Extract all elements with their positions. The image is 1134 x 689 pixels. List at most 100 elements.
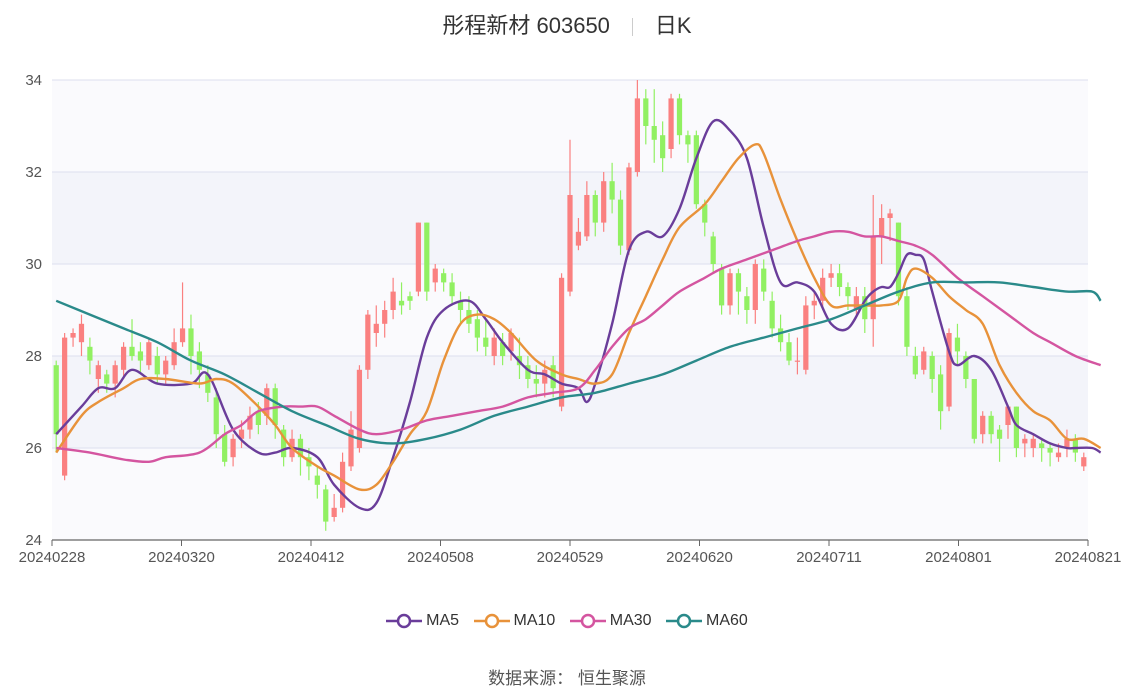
legend-label-ma5: MA5 [426, 612, 460, 629]
y-tick-label: 34 [25, 72, 42, 89]
candle-body [398, 300, 405, 306]
candle-body [491, 337, 497, 356]
candle-body [247, 415, 253, 430]
candle-body [222, 434, 228, 462]
legend-marker-ma10 [473, 613, 510, 629]
legend-marker-ma5 [386, 613, 423, 629]
candle-body [980, 415, 986, 435]
x-tick-label: 20240320 [148, 549, 215, 566]
candle-body [853, 296, 859, 310]
candle-body [382, 310, 388, 324]
candle-body [558, 277, 565, 407]
candle-body [946, 333, 952, 407]
x-tick-label: 20240801 [925, 549, 992, 566]
candle-body [348, 429, 354, 467]
y-tick-label: 28 [25, 348, 42, 365]
candle-body [1022, 438, 1028, 444]
candle-body [971, 379, 977, 439]
candle-body [845, 287, 851, 297]
candle-body [1013, 406, 1020, 448]
candle-body [567, 195, 573, 292]
candle-body [264, 388, 270, 416]
candle-body [213, 397, 219, 435]
line-ma5 [55, 118, 1102, 512]
candle-body [331, 507, 337, 517]
candle-body [828, 273, 834, 278]
candle-body [1047, 448, 1053, 453]
legend-item-ma5[interactable]: MA5 [386, 612, 459, 630]
candle-body [120, 346, 127, 370]
candle-body [1039, 443, 1045, 448]
candle-body [508, 333, 514, 352]
candle-body [432, 268, 438, 283]
candle-body [735, 273, 742, 292]
candle-body [912, 356, 918, 375]
candle-body [887, 213, 893, 218]
candle-body [365, 314, 371, 370]
legend-label-ma60: MA60 [706, 612, 748, 629]
y-tick-label: 32 [25, 164, 42, 181]
candle-body [255, 411, 261, 425]
candle-body [752, 264, 758, 310]
candle-body [78, 323, 85, 343]
x-tick-label: 20240508 [407, 549, 474, 566]
candle-body [449, 282, 455, 297]
candle-body [1030, 438, 1036, 448]
candle-body [836, 273, 843, 287]
candle-body [794, 360, 801, 362]
candle-body [921, 351, 927, 370]
legend-label-ma30: MA30 [609, 612, 652, 629]
candle-body [937, 374, 944, 412]
candle-body [457, 300, 464, 310]
candle-body [407, 296, 413, 301]
candle-body [660, 135, 666, 159]
candle-body [441, 273, 447, 283]
candle-body [238, 429, 245, 439]
candle-body [895, 222, 902, 297]
candle-body [904, 296, 910, 347]
candle-body [533, 379, 539, 384]
candle-body [53, 365, 59, 435]
candle-body [550, 365, 556, 389]
candle-body [129, 346, 135, 356]
candle-body [592, 195, 598, 223]
candle-body [584, 195, 590, 237]
candle-body [314, 475, 320, 485]
data-source: 数据来源： 恒生聚源 [488, 669, 646, 688]
candle-body [668, 98, 674, 149]
candle-body [323, 489, 329, 522]
candle-body [954, 337, 961, 352]
candle-body [634, 98, 640, 172]
candle-body [1081, 457, 1087, 467]
legend-item-ma60[interactable]: MA60 [666, 612, 748, 630]
x-tick-label: 20240529 [537, 549, 604, 566]
candle-body [693, 135, 699, 205]
legend-item-ma30[interactable]: MA30 [569, 612, 652, 630]
line-ma30 [56, 230, 1102, 464]
candle-body [188, 328, 194, 356]
candle-body [820, 277, 826, 301]
x-tick-label: 20240412 [278, 549, 345, 566]
candle-body [643, 98, 649, 126]
title-divider [631, 18, 633, 37]
line-ma60 [55, 280, 1102, 445]
candle-body [137, 351, 144, 361]
ma-lines [55, 118, 1102, 512]
candle-body [171, 342, 177, 366]
candle-body [702, 204, 708, 223]
chart-title: 彤程新材 603650 日K [0, 8, 1134, 40]
candle-body [744, 296, 750, 310]
candle-body [601, 181, 607, 223]
grid-band [52, 448, 1088, 540]
candle-body [87, 346, 93, 361]
candle-body [718, 268, 725, 306]
candle-body [626, 167, 632, 251]
candle-body [862, 296, 868, 320]
legend-item-ma10[interactable]: MA10 [473, 612, 555, 630]
candle-body [811, 300, 817, 306]
stock-name: 彤程新材 603650 [442, 13, 610, 38]
y-tick-label: 26 [25, 440, 42, 457]
candle-body [1064, 438, 1070, 448]
candle-body [163, 360, 169, 375]
